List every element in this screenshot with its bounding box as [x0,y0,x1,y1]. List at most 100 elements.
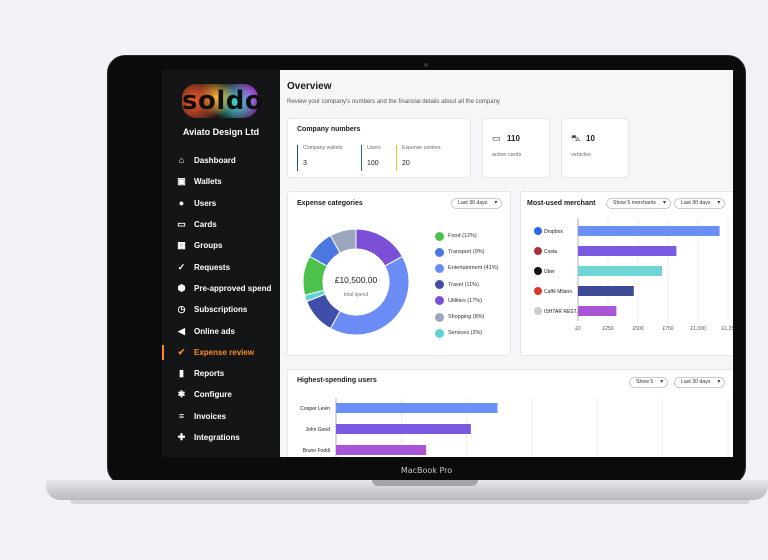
main-content: Overview Review your company's numbers a… [280,70,733,457]
x-tick-label: £250 [602,326,613,332]
sidebar-item-label: Pre-approved spend [194,283,272,293]
period-select[interactable]: Last 30 days [674,377,726,388]
laptop-shadow [70,500,750,504]
merchant-label: Uber [544,269,555,275]
sidebar-item-label: Requests [194,262,231,272]
sidebar-item-configure[interactable]: ✱ Configure [162,384,280,405]
wallet-icon: ▣ [177,176,186,187]
category-icon [435,312,444,322]
sidebar-item-label: Reports [194,369,225,379]
puzzle-icon: ✚ [177,432,186,442]
category-icon [435,247,444,257]
sidebar-item-reports[interactable]: ▮ Reports [162,363,280,384]
category-icon [435,328,444,338]
sidebar-item-expense-review[interactable]: ✔ Expense review [162,342,280,363]
sidebar-item-label: Online ads [194,326,235,336]
bar-chart-icon: ▮ [179,368,184,379]
requests-icon: ✓ [177,261,186,272]
user-count-select[interactable]: Show 5 [629,377,669,388]
sidebar-item-label: Cards [194,220,217,230]
sidebar-item-dashboard[interactable]: ⌂ Dashboard [162,150,280,171]
groups-icon: ▦ [177,240,186,251]
cards-icon: ▭ [177,219,186,230]
sidebar-item-subscriptions[interactable]: ◷ Subscriptions [162,299,280,320]
sidebar-nav: ⌂ Dashboard ▣ Wallets ● Users ▭ Cards ▦ Groups ✓ Re… [162,150,280,448]
sidebar-item-label: Invoices [194,411,227,421]
donut-slice[interactable] [329,228,357,254]
donut-center-label: total spend [344,292,369,298]
user-icon: ● [178,197,185,208]
merchant-logo-icon [534,247,542,255]
page-subtitle: Review your company's numbers and the fi… [287,99,500,105]
donut-chart: £10,500.00 total spend [302,228,410,336]
merchant-bar[interactable] [578,266,662,276]
merchant-count-select[interactable]: Show 5 merchants [606,198,671,209]
kpi-value: 20 [402,160,410,167]
donut-legend: Food (12%) Transport (9%) Entertainment (4… [435,228,498,341]
user-bar[interactable] [336,403,498,413]
company-numbers-card: Company numbers Company wallets 3 Users … [287,118,471,178]
sidebar-item-cards[interactable]: ▭ Cards [162,214,280,235]
merchant-logo-icon [534,227,542,235]
user-bar[interactable] [336,445,427,455]
donut-center-value: £10,500.00 [335,275,378,285]
vehicles-label: vehicles [571,152,591,158]
invoice-icon: ≡ [178,410,185,421]
legend-item: Shopping (8%) [435,309,498,325]
sidebar-item-online-ads[interactable]: ◀ Online ads [162,320,280,341]
x-tick-label: £1,000 [690,326,706,332]
user-bar[interactable] [336,424,471,434]
user-label: John Good [306,427,331,433]
legend-item: Transport (9%) [435,244,498,260]
sidebar-item-groups[interactable]: ▦ Groups [162,235,280,256]
badge-icon: ⬢ [177,282,186,293]
merchant-bar[interactable] [578,226,720,236]
merchant-bar[interactable] [578,306,617,316]
period-select[interactable]: Last 30 days [674,198,726,209]
legend-item: Food (12%) [435,228,498,244]
card-icon: ▭ [492,133,501,143]
merchant-logo-icon [534,287,542,295]
x-tick-label: £750 [662,326,673,332]
kpi-value: 3 [303,160,307,167]
merchant-bar[interactable] [578,246,677,256]
sidebar-item-label: Integrations [194,433,240,442]
donut-slice[interactable] [329,255,410,336]
sidebar-item-invoices[interactable]: ≡ Invoices [162,406,280,427]
active-cards-label: active cards [492,152,522,158]
sidebar: soldo Aviato Design Ltd ⌂ Dashboard ▣ Walle… [162,70,280,457]
sidebar-item-wallets[interactable]: ▣ Wallets [162,171,280,192]
active-cards-value: 110 [507,134,520,143]
users-bar-chart: Cooper Levin John Good Bruno Foddi [300,398,729,457]
car-icon: ⛍ [571,133,581,143]
legend-item: Travel (11%) [435,277,498,293]
legend-label: Travel (11%) [448,281,479,288]
card-title: Highest-spending users [297,377,377,384]
card-title: Expense categories [297,200,363,207]
user-label: Cooper Levin [300,406,330,412]
logo[interactable]: soldo [182,86,264,116]
vehicles-card[interactable]: ⛍ 10 vehicles [561,118,629,178]
kpi-users: Users 100 [361,145,381,171]
merchant-label: Costa [544,249,557,255]
kpi-expense-centres: Expense centres 20 [396,145,441,171]
kpi-company-wallets: Company wallets 3 [297,145,343,171]
sidebar-item-requests[interactable]: ✓ Requests [162,256,280,277]
merchant-label: ISHTAR REST... [544,309,580,315]
users-card: Highest-spending users Show 5 Last 30 da… [287,369,733,457]
laptop-notch [372,480,478,486]
merchant-logo-icon [534,267,542,275]
legend-label: Shopping (8%) [448,314,485,321]
sidebar-item-label: Expense review [194,347,255,357]
active-cards-card[interactable]: ▭ 110 active cards [482,118,550,178]
merchant-logo-icon [534,307,542,315]
sidebar-item-users[interactable]: ● Users [162,193,280,214]
legend-label: Entertainment (41%) [448,265,499,272]
sidebar-item-integrations[interactable]: ✚ Integrations [162,427,280,448]
legend-item: Services (2%) [435,325,498,341]
sidebar-item-pre-approved-spend[interactable]: ⬢ Pre-approved spend [162,278,280,299]
kpi-value: 100 [367,160,379,167]
period-select[interactable]: Last 30 days [451,198,503,209]
sidebar-item-label: Configure [194,390,232,400]
merchant-bar[interactable] [578,286,634,296]
